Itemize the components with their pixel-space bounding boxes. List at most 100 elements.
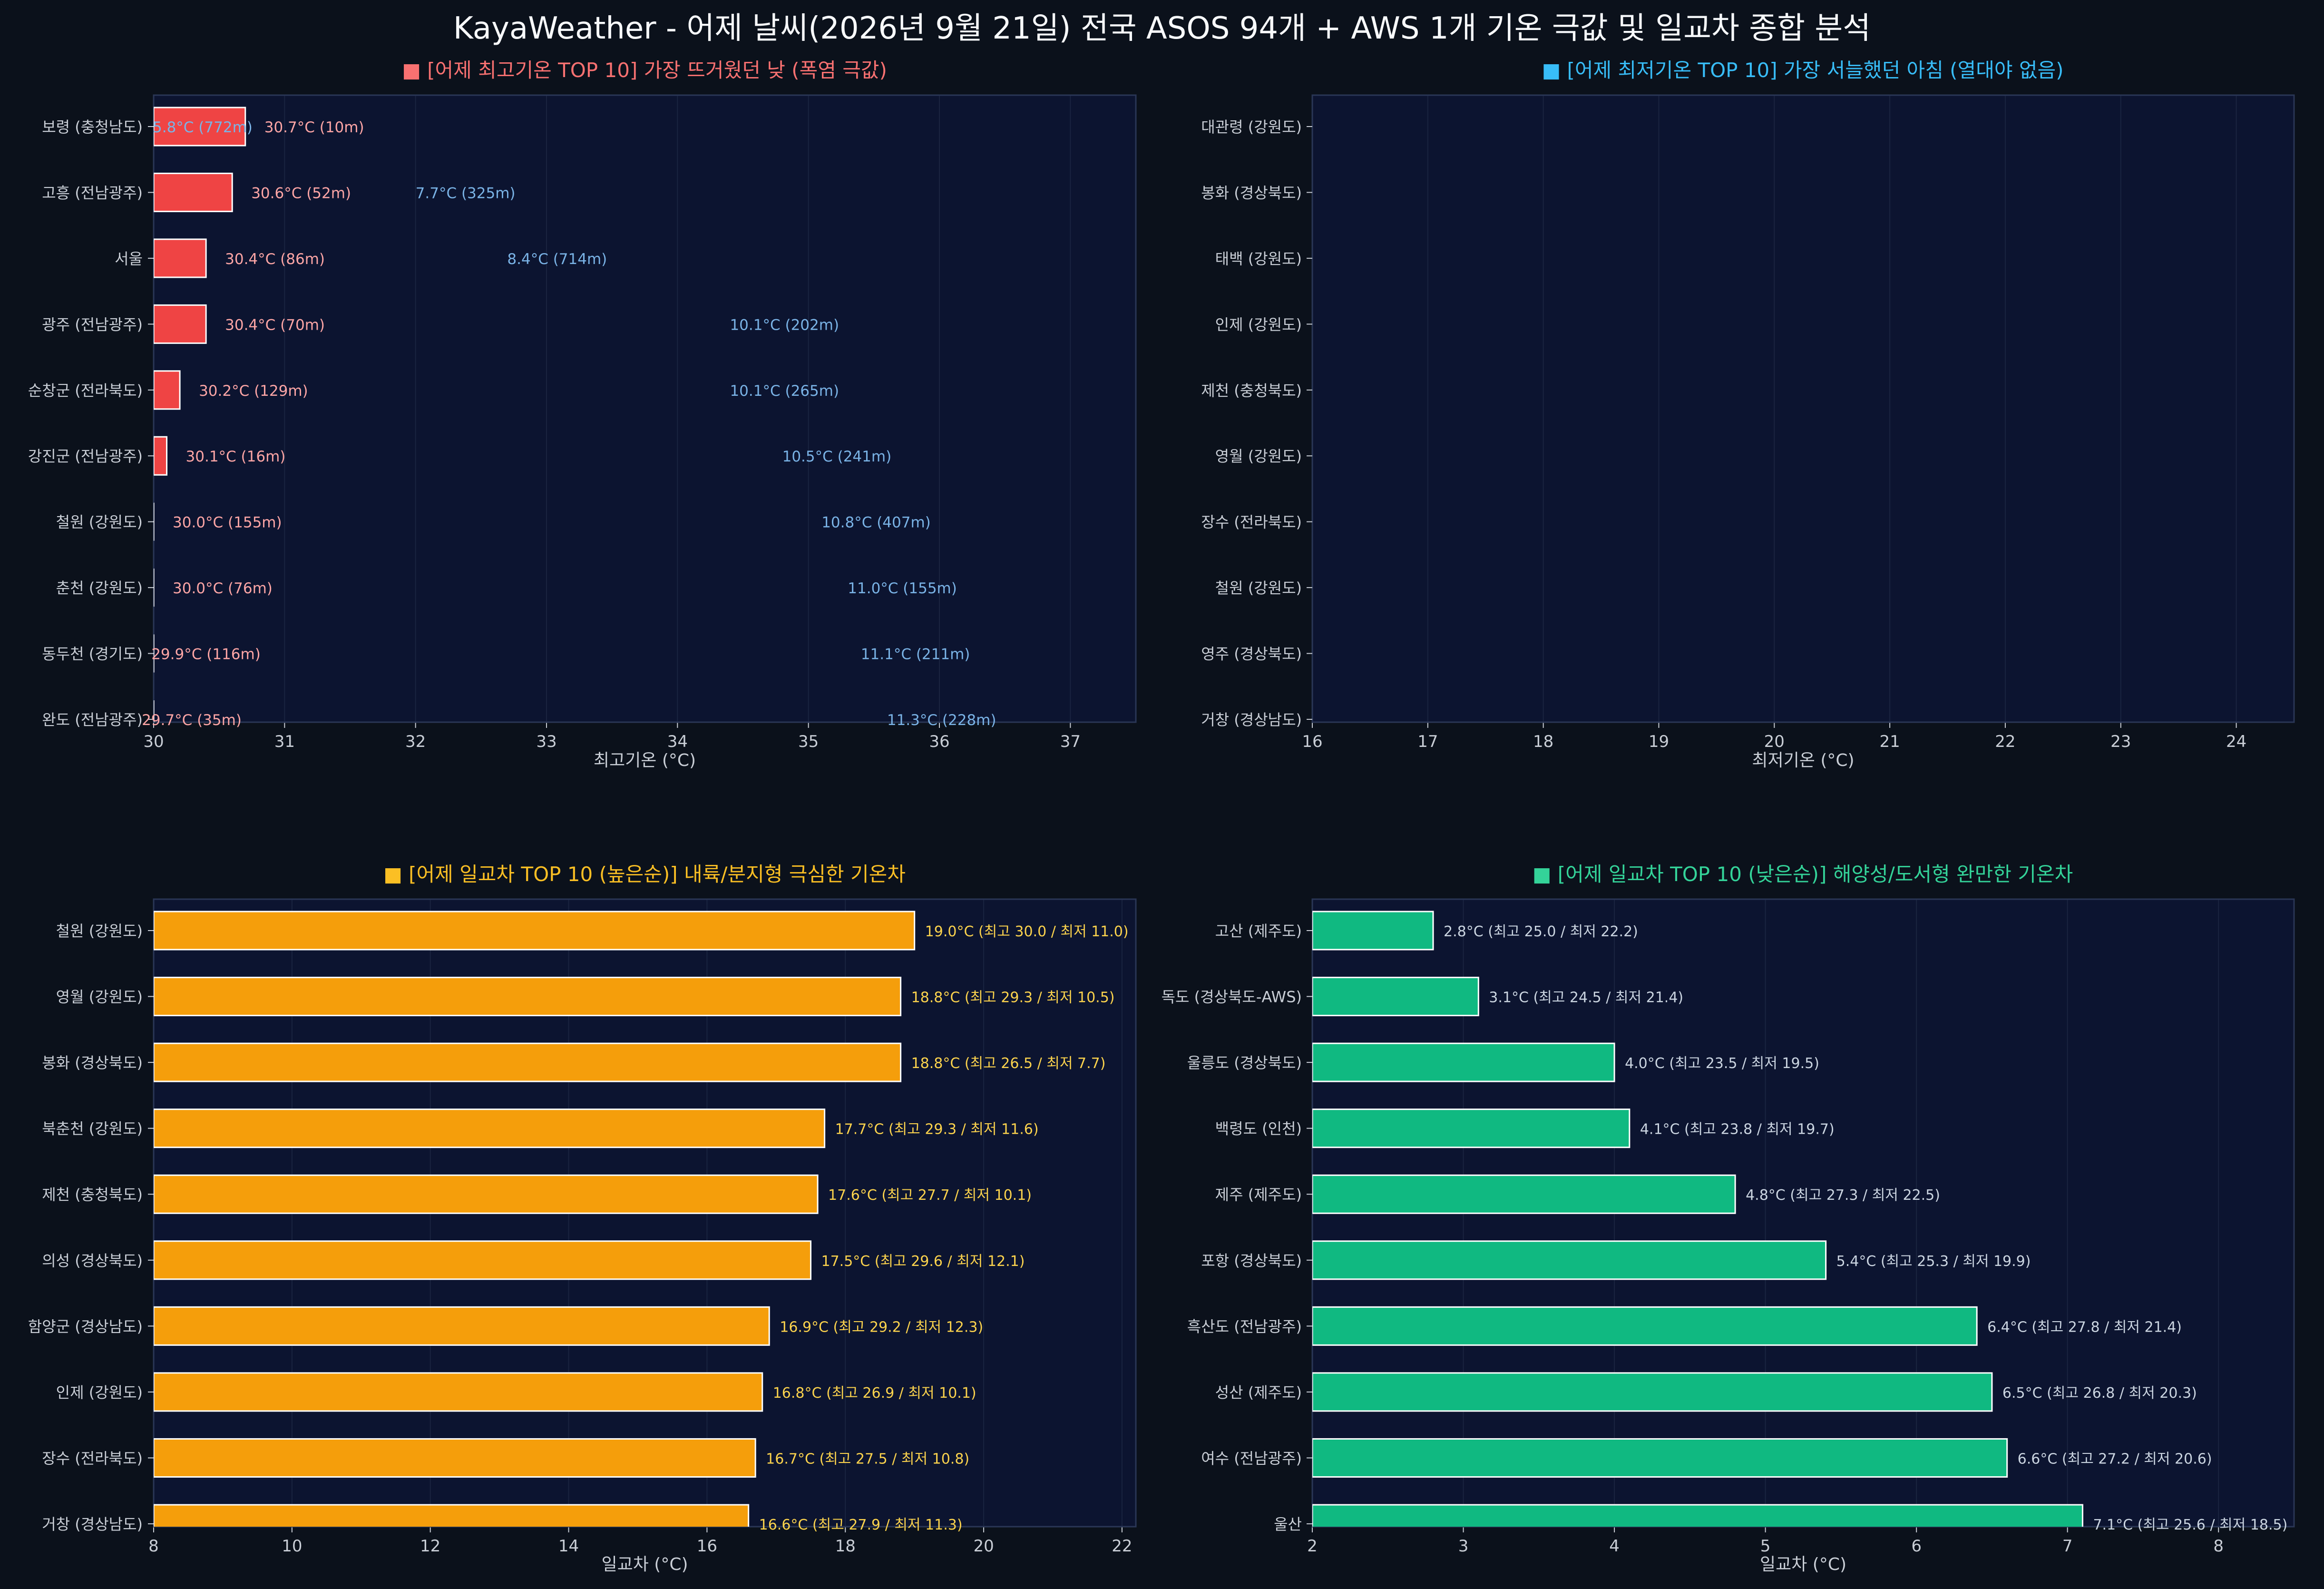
x-axis-label: 최고기온 (°C) <box>594 751 696 770</box>
bar <box>1312 911 1434 951</box>
x-tick-label: 37 <box>1060 732 1081 751</box>
panel-title-text: ■ [어제 일교차 TOP 10 (낮은순)] 해양성/도서형 완만한 기온차 <box>1533 863 2073 886</box>
bars-group <box>1312 911 2083 1527</box>
panel-title: ■ [어제 최저기온 TOP 10] 가장 서늘했던 아침 (열대야 없음) <box>1542 59 2063 82</box>
y-tick-label: 대관령 (강원도) <box>1201 118 1302 136</box>
y-tick-label: 장수 (전라북도) <box>42 1449 143 1467</box>
y-tick-label: 철원 (강원도) <box>1215 579 1302 597</box>
y-tick-label: 태백 (강원도) <box>1215 250 1302 268</box>
y-tick-label: 완도 (전남광주) <box>42 711 143 729</box>
y-tick-label: 보령 (충청남도) <box>42 118 143 136</box>
x-tick-label: 36 <box>929 732 949 751</box>
x-tick-label: 35 <box>798 732 819 751</box>
x-tick-label: 22 <box>1995 732 2015 751</box>
x-tick-label: 18 <box>835 1537 856 1556</box>
y-tick-label: 성산 (제주도) <box>1215 1383 1302 1402</box>
data-label: 6.5°C (최고 26.8 / 최저 20.3) <box>2002 1385 2197 1402</box>
y-tick-label: 함양군 (경상남도) <box>28 1317 143 1335</box>
data-label: 2.8°C (최고 25.0 / 최저 22.2) <box>1444 923 1638 940</box>
y-tick-label: 의성 (경상북도) <box>42 1252 143 1270</box>
y-tick-label: 포항 (경상북도) <box>1201 1252 1302 1270</box>
data-label: 30.0°C (76m) <box>173 580 273 597</box>
data-label: 7.1°C (최고 25.6 / 최저 18.5) <box>2093 1517 2287 1533</box>
overlay-label: 10.1°C (265m) <box>730 383 839 400</box>
data-label: 30.6°C (52m) <box>251 185 351 202</box>
y-tick-label: 제천 (충청북도) <box>42 1186 143 1204</box>
data-label: 4.8°C (최고 27.3 / 최저 22.5) <box>1746 1187 1940 1204</box>
x-tick-label: 31 <box>274 732 295 751</box>
x-tick-label: 16 <box>697 1537 717 1556</box>
overlay-label: 8.4°C (714m) <box>507 251 607 268</box>
overlay-label: 11.3°C (228m) <box>887 712 996 729</box>
data-label: 18.8°C (최고 26.5 / 최저 7.7) <box>911 1055 1106 1072</box>
bar <box>1312 1306 1978 1346</box>
data-label: 29.9°C (116m) <box>151 646 261 663</box>
y-tick-label: 철원 (강원도) <box>56 922 143 940</box>
plot-border <box>1311 94 2295 723</box>
panel-title-text: ■ [어제 최저기온 TOP 10] 가장 서늘했던 아침 (열대야 없음) <box>1542 59 2063 82</box>
bar <box>154 107 246 147</box>
data-label: 17.6°C (최고 27.7 / 최저 10.1) <box>828 1187 1032 1204</box>
y-tick-label: 봉화 (경상북도) <box>1201 184 1302 202</box>
y-tick-label: 광주 (전남광주) <box>42 315 143 333</box>
bar <box>154 436 168 476</box>
data-label: 30.7°C (10m) <box>264 119 364 136</box>
data-label: 16.8°C (최고 26.9 / 최저 10.1) <box>773 1385 976 1402</box>
bar <box>154 977 902 1017</box>
x-tick-label: 8 <box>148 1537 159 1556</box>
bar <box>154 238 207 278</box>
x-tick-label: 20 <box>1764 732 1785 751</box>
overlay-label: 10.5°C (241m) <box>782 448 892 465</box>
bar <box>154 1174 819 1214</box>
x-tick-label: 19 <box>1649 732 1669 751</box>
x-tick-label: 6 <box>1911 1537 1922 1556</box>
bar <box>154 1306 770 1346</box>
y-tick-label: 백령도 (인천) <box>1215 1120 1302 1138</box>
bar <box>154 1108 826 1148</box>
data-label: 30.1°C (16m) <box>186 448 286 465</box>
title-marker-icon: ■ <box>1533 863 1558 886</box>
overlay-label: 10.1°C (202m) <box>730 316 839 333</box>
y-tick-label: 제천 (충청북도) <box>1201 382 1302 400</box>
chart-panel-range_low: 2 3 4 5 6 7 8 고산 (제주도) 2.8°C (최고 25.0 / 최저 22.2)… <box>1162 863 2295 1574</box>
panel-title-text: ■ [어제 일교차 TOP 10 (높은순)] 내륙/분지형 극심한 기온차 <box>383 863 906 886</box>
overlay-label: 11.1°C (211m) <box>861 646 970 663</box>
data-label: 6.6°C (최고 27.2 / 최저 20.6) <box>2018 1451 2212 1467</box>
x-tick-label: 5 <box>1760 1537 1771 1556</box>
x-axis-label: 일교차 (°C) <box>601 1555 688 1574</box>
title-text: [어제 일교차 TOP 10 (낮은순)] 해양성/도서형 완만한 기온차 <box>1558 863 2073 886</box>
x-tick-label: 34 <box>667 732 688 751</box>
x-tick-label: 2 <box>1307 1537 1318 1556</box>
y-tick-label: 흑산도 (전남광주) <box>1187 1317 1302 1335</box>
data-label: 4.1°C (최고 23.8 / 최저 19.7) <box>1640 1121 1835 1138</box>
x-tick-label: 10 <box>282 1537 302 1556</box>
y-tick-label: 영주 (경상북도) <box>1201 645 1302 663</box>
y-tick-label: 거창 (경상남도) <box>1201 711 1302 729</box>
y-tick-label: 독도 (경상북도-AWS) <box>1162 988 1302 1006</box>
bar <box>1312 1240 1827 1280</box>
overlay-label: 7.7°C (325m) <box>416 185 516 202</box>
x-tick-label: 8 <box>2213 1537 2224 1556</box>
data-label: 3.1°C (최고 24.5 / 최저 21.4) <box>1489 990 1683 1006</box>
y-tick-label: 제주 (제주도) <box>1215 1186 1302 1204</box>
bars-group <box>154 911 916 1527</box>
y-tick-label: 강진군 (전남광주) <box>28 447 143 465</box>
bar <box>154 1438 756 1478</box>
x-tick-label: 17 <box>1417 732 1438 751</box>
chart-panel-min_temp: 16 17 18 19 20 21 22 23 24 대관령 (강원도) 봉화 (경상북도) 태백 (… <box>1201 59 2295 770</box>
x-axis-label: 최저기온 (°C) <box>1752 751 1854 770</box>
data-label: 30.0°C (155m) <box>173 514 282 531</box>
y-tick-label: 춘천 (강원도) <box>56 579 143 597</box>
y-tick-label: 동두천 (경기도) <box>42 645 143 663</box>
title-text: [어제 최저기온 TOP 10] 가장 서늘했던 아침 (열대야 없음) <box>1567 59 2064 82</box>
title-text: [어제 최고기온 TOP 10] 가장 뜨거웠던 낮 (폭염 극값) <box>427 59 887 82</box>
overlay-label: 10.8°C (407m) <box>821 514 931 531</box>
bar <box>154 1042 902 1082</box>
figure-title: KayaWeather - 어제 날씨(2026년 9월 21일) 전국 ASO… <box>453 11 1871 46</box>
bar <box>1312 1042 1615 1082</box>
data-label: 17.7°C (최고 29.3 / 최저 11.6) <box>835 1121 1039 1138</box>
chart-panel-max_temp: 30 31 32 33 34 35 36 37 보령 (충청남도) 30.7°C (10m) 5.8… <box>28 59 1137 770</box>
overlay-label: 5.8°C (772m) <box>153 119 253 136</box>
data-label: 19.0°C (최고 30.0 / 최저 11.0) <box>925 923 1129 940</box>
